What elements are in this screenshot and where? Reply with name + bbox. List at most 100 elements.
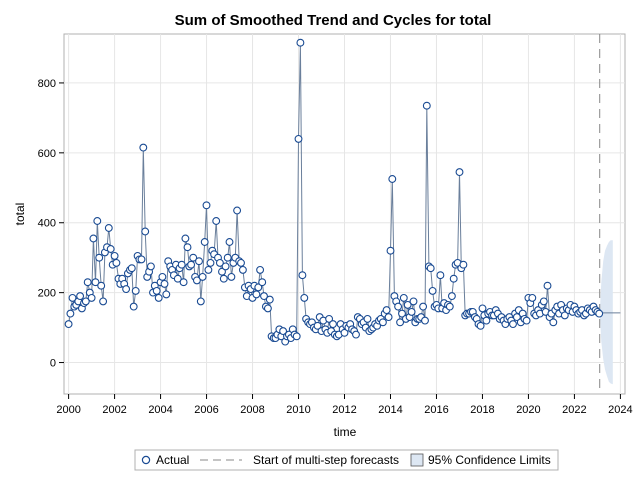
- markers-layer: [64, 38, 604, 346]
- data-point-67: [192, 276, 201, 285]
- data-point-206: [459, 260, 468, 269]
- data-point-98: [252, 290, 261, 299]
- data-point-172: [394, 302, 403, 311]
- confidence-band: [599, 240, 613, 385]
- y-tick-label-0: 0: [50, 358, 56, 370]
- data-point-120: [294, 134, 303, 143]
- data-point-6: [76, 292, 85, 301]
- data-point-130: [313, 321, 322, 330]
- axes: 2000 2002 2004 2006 2008 2010 2012 2014 2016 2018…: [38, 34, 633, 416]
- data-point-73: [204, 265, 213, 274]
- data-point-65: [189, 253, 198, 262]
- data-point-24: [110, 251, 119, 260]
- data-point-199: [445, 302, 454, 311]
- data-point-88: [233, 206, 242, 215]
- data-point-70: [198, 272, 207, 281]
- data-point-43: [146, 262, 155, 271]
- data-point-175: [399, 293, 408, 302]
- data-point-119: [292, 332, 301, 341]
- x-tick-label-9: 2018: [470, 404, 494, 416]
- data-point-166: [382, 306, 391, 315]
- y-axis-label: total: [13, 203, 27, 226]
- data-point-12: [87, 293, 96, 302]
- data-point-250: [543, 281, 552, 290]
- y-tick-label-2: 400: [38, 218, 56, 230]
- data-point-187: [422, 101, 431, 110]
- data-point-10: [83, 278, 92, 287]
- data-point-62: [183, 243, 192, 252]
- data-point-80: [218, 267, 226, 276]
- data-point-64: [187, 260, 196, 269]
- data-point-216: [478, 304, 487, 313]
- data-point-232: [509, 320, 517, 329]
- legend-swatch-confidence: [410, 453, 424, 467]
- data-point-17: [97, 281, 106, 290]
- data-point-99: [254, 283, 263, 292]
- data-point-82: [221, 262, 230, 271]
- x-tick-label-8: 2016: [424, 404, 448, 416]
- x-tick-label-1: 2002: [102, 404, 126, 416]
- data-point-201: [449, 274, 458, 283]
- legend-label-actual: Actual: [156, 453, 189, 467]
- legend-frame: [134, 449, 559, 471]
- data-point-179: [407, 307, 416, 316]
- data-point-204: [455, 168, 464, 177]
- x-tick-label-2: 2004: [148, 404, 172, 416]
- data-point-40: [141, 227, 150, 236]
- data-point-2: [68, 293, 77, 302]
- x-axis-label: time: [334, 425, 357, 439]
- data-point-168: [386, 246, 395, 255]
- data-point-174: [398, 309, 406, 318]
- data-point-69: [196, 297, 205, 306]
- y-tick-label-3: 600: [38, 148, 56, 160]
- legend-label-forecast-start: Start of multi-step forecasts: [253, 453, 399, 467]
- data-point-122: [298, 271, 307, 280]
- data-point-215: [476, 321, 485, 330]
- data-point-18: [99, 297, 108, 306]
- data-point-102: [260, 292, 268, 301]
- data-point-259: [560, 311, 569, 320]
- data-point-200: [447, 292, 456, 301]
- data-point-35: [131, 286, 140, 295]
- data-point-39: [139, 143, 148, 152]
- data-point-189: [426, 264, 435, 273]
- data-point-180: [409, 297, 418, 306]
- data-point-91: [238, 265, 247, 274]
- data-point-33: [127, 264, 136, 273]
- data-point-81: [219, 274, 228, 283]
- data-point-242: [528, 293, 537, 302]
- data-point-167: [384, 313, 393, 322]
- data-point-16: [95, 253, 104, 262]
- data-point-34: [129, 302, 138, 311]
- data-point-57: [173, 274, 182, 283]
- data-point-13: [89, 234, 98, 243]
- data-point-164: [378, 318, 387, 327]
- data-point-47: [154, 293, 163, 302]
- data-point-72: [202, 201, 211, 210]
- data-point-169: [388, 175, 397, 183]
- data-point-190: [428, 286, 437, 295]
- data-point-101: [258, 278, 267, 287]
- data-point-121: [296, 38, 305, 47]
- data-point-185: [419, 302, 428, 311]
- data-point-59: [177, 260, 186, 269]
- data-point-150: [352, 330, 360, 339]
- data-point-194: [436, 271, 445, 280]
- data-point-25: [112, 258, 121, 267]
- legend: Actual Start of multi-step forecasts 95%…: [134, 449, 559, 471]
- legend-marker-actual: [141, 455, 151, 465]
- data-point-46: [152, 286, 161, 295]
- x-tick-label-5: 2010: [286, 404, 310, 416]
- x-tick-label-12: 2024: [608, 404, 632, 416]
- data-point-239: [522, 316, 531, 325]
- data-point-15: [93, 217, 102, 225]
- data-point-177: [403, 300, 412, 309]
- data-point-51: [162, 290, 171, 299]
- legend-label-confidence: 95% Confidence Limits: [428, 453, 551, 467]
- data-point-77: [212, 217, 221, 225]
- data-point-248: [539, 297, 548, 306]
- data-point-71: [200, 238, 209, 246]
- data-point-136: [325, 314, 334, 323]
- x-tick-label-7: 2014: [378, 404, 402, 416]
